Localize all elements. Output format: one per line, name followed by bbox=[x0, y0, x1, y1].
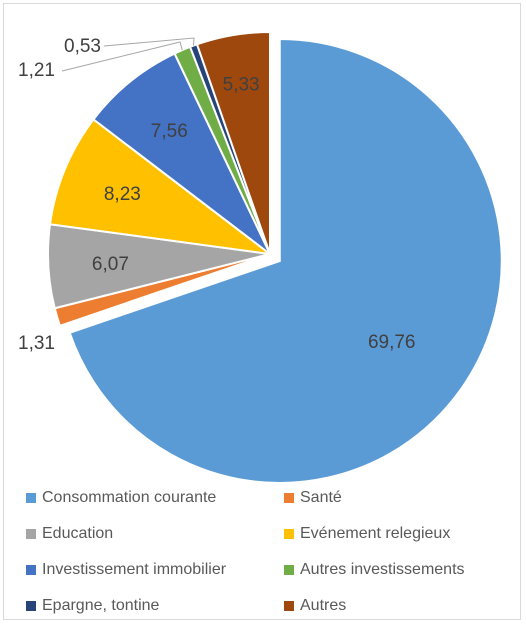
leader-line bbox=[103, 37, 195, 47]
data-label: 1,31 bbox=[18, 333, 55, 354]
data-label: 0,53 bbox=[64, 36, 101, 57]
legend-swatch bbox=[284, 601, 294, 611]
legend-swatch bbox=[26, 565, 36, 575]
leader-line bbox=[61, 41, 183, 72]
legend-swatch bbox=[284, 493, 294, 503]
legend-item: Autres bbox=[284, 594, 506, 618]
legend-swatch bbox=[284, 529, 294, 539]
data-label: 6,07 bbox=[92, 254, 129, 275]
legend-swatch bbox=[284, 565, 294, 575]
pie-slice-investissement-immobilier bbox=[92, 52, 271, 255]
legend: Consommation courante Santé Education Evéne… bbox=[26, 486, 506, 618]
legend-swatch bbox=[26, 529, 36, 539]
data-label: 69,76 bbox=[368, 332, 416, 353]
legend-label: Santé bbox=[300, 489, 342, 506]
legend-item: Education bbox=[26, 522, 284, 546]
pie-slice-ev-nement-relegieux bbox=[48, 117, 274, 256]
legend-item: Investissement immobilier bbox=[26, 558, 284, 582]
legend-item: Evénement relegieux bbox=[284, 522, 506, 546]
legend-item: Epargne, tontine bbox=[26, 594, 284, 618]
legend-label: Consommation courante bbox=[42, 489, 217, 506]
legend-swatch bbox=[26, 601, 36, 611]
legend-label: Education bbox=[42, 525, 114, 542]
legend-item: Consommation courante bbox=[26, 486, 284, 510]
pie-chart: 69,76 1,31 6,07 8,23 7,56 1,21 0,53 5,33 bbox=[18, 30, 503, 484]
data-label: 8,23 bbox=[104, 184, 141, 205]
legend-label: Investissement immobilier bbox=[42, 561, 227, 578]
legend-label: Autres investissements bbox=[300, 561, 465, 578]
legend-label: Autres bbox=[300, 597, 347, 614]
data-label: 7,56 bbox=[151, 121, 188, 142]
legend-item: Santé bbox=[284, 486, 506, 510]
legend-item: Autres investissements bbox=[284, 558, 506, 582]
data-label: 1,21 bbox=[18, 60, 55, 81]
legend-label: Evénement relegieux bbox=[300, 525, 451, 542]
pie-slice-autres bbox=[195, 30, 271, 255]
chart-frame: 69,76 1,31 6,07 8,23 7,56 1,21 0,53 5,33 Consom… bbox=[3, 3, 521, 620]
legend-swatch bbox=[26, 493, 36, 503]
legend-label: Epargne, tontine bbox=[42, 597, 160, 614]
pie-slice-consommation-courante bbox=[68, 37, 503, 484]
data-label: 5,33 bbox=[223, 74, 260, 95]
